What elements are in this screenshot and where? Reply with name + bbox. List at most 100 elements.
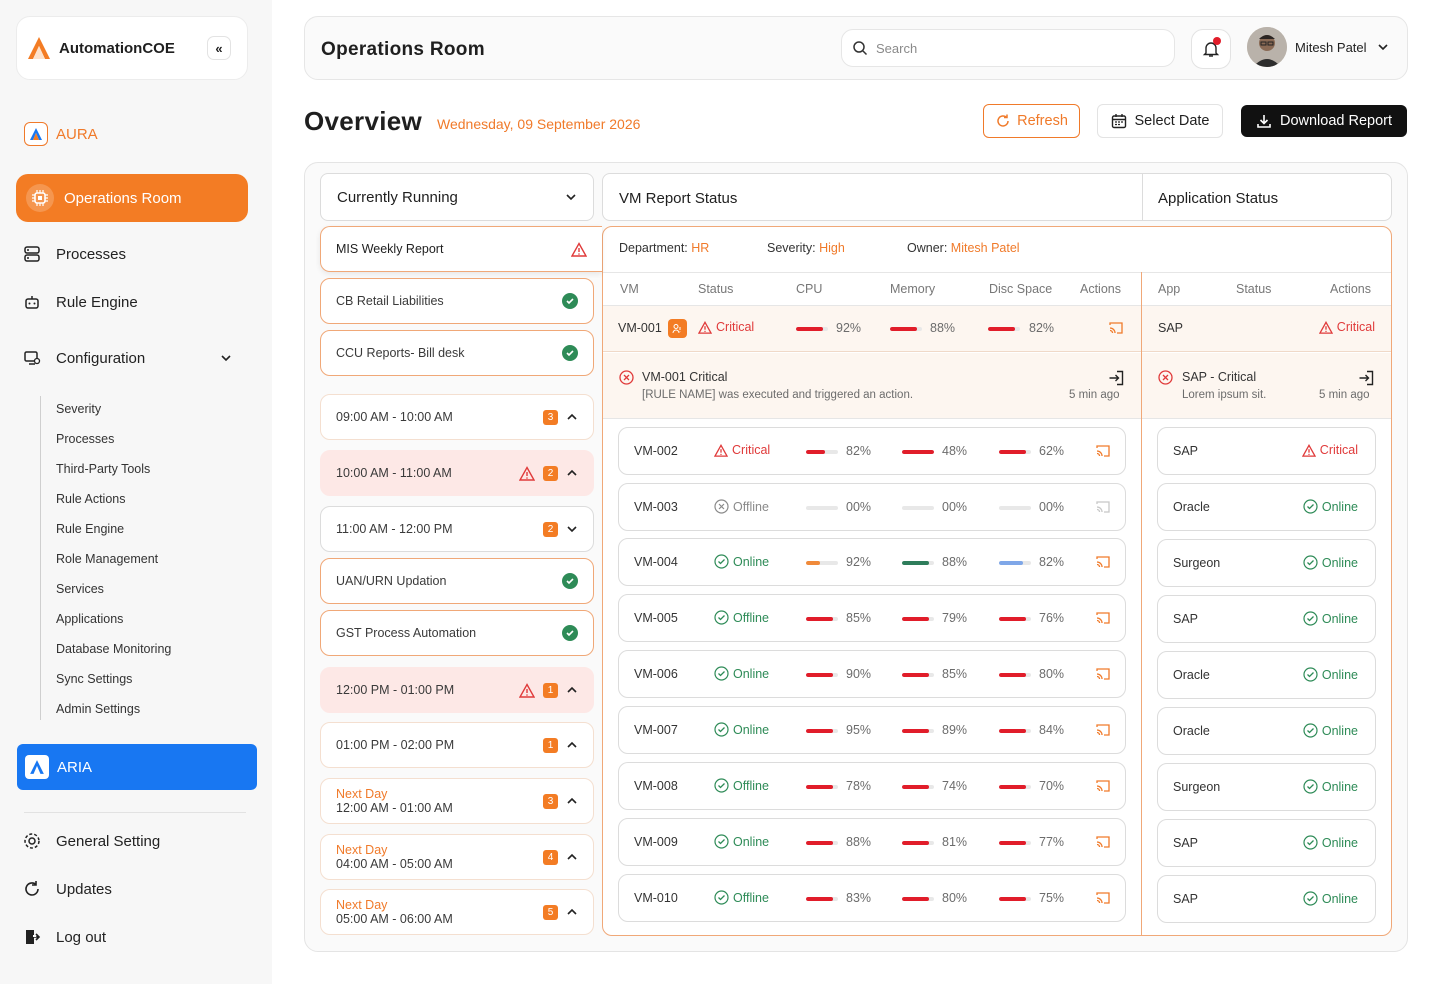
- cast-icon[interactable]: [1095, 444, 1111, 458]
- app-row[interactable]: Oracle Online: [1157, 651, 1376, 699]
- vm-row[interactable]: VM-004 Online 92% 88% 82%: [618, 538, 1126, 586]
- app-row[interactable]: SAP Online: [1157, 875, 1376, 923]
- selected-process[interactable]: MIS Weekly Report: [320, 226, 602, 272]
- app-row[interactable]: SAP Online: [1157, 595, 1376, 643]
- process-item-label: 10:00 AM - 11:00 AM: [336, 466, 452, 480]
- process-item[interactable]: 09:00 AM - 10:00 AM 3: [320, 394, 594, 440]
- search-input[interactable]: Search: [876, 40, 918, 56]
- refresh-button[interactable]: Refresh: [983, 104, 1080, 138]
- process-item[interactable]: 01:00 PM - 02:00 PM 1: [320, 722, 594, 768]
- user-warning-icon[interactable]: [668, 319, 687, 338]
- app-row[interactable]: Oracle Online: [1157, 707, 1376, 755]
- process-item[interactable]: GST Process Automation: [320, 610, 594, 656]
- submenu-item-role-management[interactable]: Role Management: [56, 552, 159, 566]
- aria-logo-icon: [25, 755, 49, 779]
- submenu-item-rule-engine[interactable]: Rule Engine: [56, 522, 125, 536]
- next-day-label: Next Day: [336, 843, 388, 857]
- submenu-item-rule-actions[interactable]: Rule Actions: [56, 492, 126, 506]
- submenu-item-applications[interactable]: Applications: [56, 612, 124, 626]
- submenu-item-sync-settings[interactable]: Sync Settings: [56, 672, 133, 686]
- chevron-up-icon[interactable]: [566, 739, 578, 751]
- submenu-item-third-party-tools[interactable]: Third-Party Tools: [56, 462, 151, 476]
- app-row[interactable]: Surgeon Online: [1157, 539, 1376, 587]
- chevron-up-icon[interactable]: [566, 851, 578, 863]
- process-item[interactable]: UAN/URN Updation: [320, 558, 594, 604]
- notifications-button[interactable]: [1191, 29, 1231, 69]
- vm-status: Critical: [698, 320, 754, 334]
- cast-icon[interactable]: [1095, 723, 1111, 737]
- vm-row[interactable]: VM-003 Offline 00% 00% 00%: [618, 483, 1126, 531]
- chevron-up-icon[interactable]: [566, 467, 578, 479]
- nav-general-setting[interactable]: General Setting: [20, 829, 160, 853]
- process-item[interactable]: 10:00 AM - 11:00 AM 2: [320, 450, 594, 496]
- app-row[interactable]: SAP Critical: [1157, 427, 1376, 475]
- process-item[interactable]: Next Day 05:00 AM - 06:00 AM 5: [320, 889, 594, 935]
- count-badge: 1: [543, 737, 558, 753]
- process-item[interactable]: 11:00 AM - 12:00 PM 2: [320, 506, 594, 552]
- vm-row[interactable]: VM-007 Online 95% 89% 84%: [618, 706, 1126, 754]
- app-row[interactable]: Oracle Online: [1157, 483, 1376, 531]
- nav-logout[interactable]: Log out: [20, 925, 106, 949]
- vm-row[interactable]: VM-010 Offline 83% 80% 75%: [618, 874, 1126, 922]
- collapse-sidebar-button[interactable]: «: [207, 36, 231, 60]
- aria-link[interactable]: ARIA: [17, 744, 257, 790]
- process-item[interactable]: Next Day 04:00 AM - 05:00 AM 4: [320, 834, 594, 880]
- submenu-item-services[interactable]: Services: [56, 582, 104, 596]
- chevron-up-icon[interactable]: [566, 906, 578, 918]
- cast-icon[interactable]: [1095, 891, 1111, 905]
- download-report-button[interactable]: Download Report: [1241, 105, 1407, 137]
- cast-icon[interactable]: [1095, 835, 1111, 849]
- nav-operations-room[interactable]: Operations Room: [16, 174, 248, 222]
- chevron-up-icon[interactable]: [566, 411, 578, 423]
- submenu-item-admin-settings[interactable]: Admin Settings: [56, 702, 141, 716]
- sidebar: AutomationCOE « AURA Operations Room Pro…: [0, 0, 272, 984]
- process-item-indicators: [562, 293, 578, 309]
- vm-row[interactable]: VM-009 Online 88% 81% 77%: [618, 818, 1126, 866]
- cast-icon[interactable]: [1095, 555, 1111, 569]
- close-circle-icon[interactable]: [1158, 370, 1173, 385]
- aura-link[interactable]: AURA: [24, 122, 98, 146]
- app-row[interactable]: SAP Critical: [1142, 306, 1391, 352]
- check-circle-icon: [1303, 779, 1318, 794]
- nav-rule-engine[interactable]: Rule Engine: [20, 290, 138, 314]
- process-item[interactable]: 12:00 PM - 01:00 PM 1: [320, 667, 594, 713]
- col-status: Status: [698, 282, 734, 296]
- vm-row[interactable]: VM-001 Critical 92% 88% 82%: [603, 306, 1141, 352]
- chevron-down-icon[interactable]: [566, 523, 578, 535]
- process-item-text: 11:00 AM - 12:00 PM: [336, 522, 453, 536]
- select-date-button[interactable]: Select Date: [1097, 104, 1223, 138]
- vm-status: Online: [714, 666, 769, 681]
- cast-icon[interactable]: [1095, 779, 1111, 793]
- process-item-indicators: 2: [543, 521, 578, 537]
- vm-row[interactable]: VM-006 Online 90% 85% 80%: [618, 650, 1126, 698]
- submenu-item-severity[interactable]: Severity: [56, 402, 102, 416]
- app-row[interactable]: Surgeon Online: [1157, 763, 1376, 811]
- chevron-up-icon[interactable]: [566, 795, 578, 807]
- cast-icon[interactable]: [1095, 500, 1111, 514]
- cast-icon[interactable]: [1095, 667, 1111, 681]
- process-item[interactable]: CB Retail Liabilities: [320, 278, 594, 324]
- table-header-row: [603, 272, 1391, 306]
- warning-icon: [519, 682, 535, 698]
- currently-running-dropdown[interactable]: Currently Running: [320, 173, 594, 221]
- nav-updates[interactable]: Updates: [20, 877, 112, 901]
- vm-row[interactable]: VM-005 Offline 85% 79% 76%: [618, 594, 1126, 642]
- nav-configuration[interactable]: Configuration: [20, 346, 232, 370]
- process-item[interactable]: Next Day 12:00 AM - 01:00 AM 3: [320, 778, 594, 824]
- user-menu[interactable]: Mitesh Patel: [1247, 27, 1389, 67]
- cast-icon[interactable]: [1095, 611, 1111, 625]
- chevron-up-icon[interactable]: [566, 684, 578, 696]
- submenu-item-database-monitoring[interactable]: Database Monitoring: [56, 642, 172, 656]
- app-row[interactable]: SAP Online: [1157, 819, 1376, 867]
- vm-row[interactable]: VM-008 Offline 78% 74% 70%: [618, 762, 1126, 810]
- vm-row[interactable]: VM-002 Critical 82% 48% 62%: [618, 427, 1126, 475]
- search-box[interactable]: Search: [841, 29, 1175, 67]
- disk-value: 77%: [1039, 835, 1065, 849]
- open-external-icon[interactable]: [1358, 370, 1374, 386]
- cast-icon[interactable]: [1108, 321, 1124, 335]
- close-circle-icon[interactable]: [619, 370, 634, 385]
- nav-processes[interactable]: Processes: [20, 242, 126, 266]
- process-item[interactable]: CCU Reports- Bill desk: [320, 330, 594, 376]
- open-external-icon[interactable]: [1108, 370, 1124, 386]
- submenu-item-processes[interactable]: Processes: [56, 432, 115, 446]
